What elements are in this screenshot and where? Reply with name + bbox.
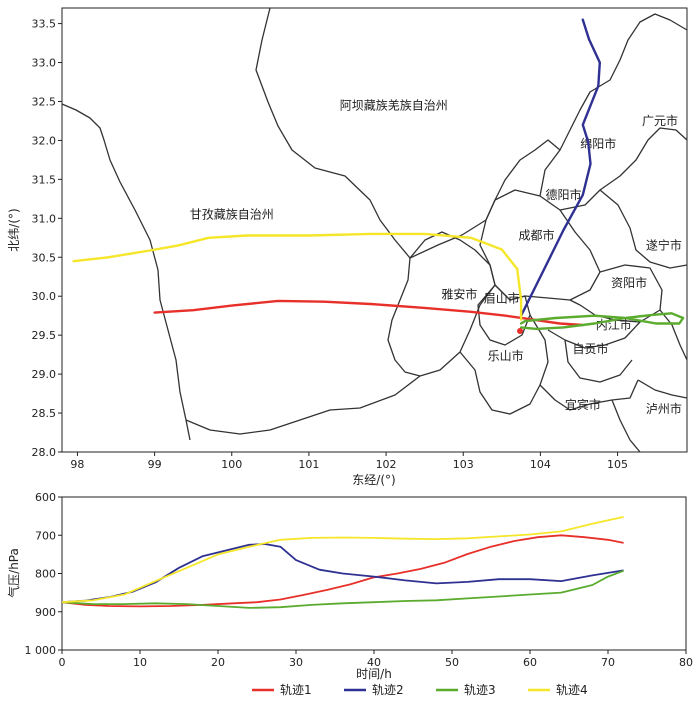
map-ytick-label: 31.0: [32, 212, 57, 225]
region-label: 雅安市: [441, 287, 477, 302]
map-ylabel: 北纬/(°): [7, 208, 21, 251]
pressure-ytick-label: 900: [35, 606, 56, 619]
pressure-xtick-label: 20: [211, 656, 225, 669]
map-ytick-label: 28.5: [32, 407, 57, 420]
pressure-ytick-label: 700: [35, 529, 56, 542]
pressure-ytick-label: 800: [35, 568, 56, 581]
region-label: 绵阳市: [580, 136, 616, 151]
map-xtick-label: 103: [453, 458, 474, 471]
border-aba-ganzi: [61, 103, 191, 441]
pressure-ylabel: 气压/hPa: [6, 548, 21, 598]
region-label: 甘孜藏族自治州: [190, 207, 274, 221]
legend-label-1: 轨迹1: [280, 683, 312, 697]
pressure-ytick-label: 600: [35, 491, 56, 504]
pressure-frame: [61, 496, 687, 651]
trajectory-map: 98 99 100 101 102 103 104 105 28.0 28.5 29.0 29.5 30…: [7, 7, 688, 487]
border-mianyang-guangyuan: [599, 127, 688, 191]
map-ytick-label: 33.5: [32, 18, 57, 31]
map-xtick-label: 100: [221, 458, 242, 471]
map-xtick-label: 104: [530, 458, 551, 471]
border-neijiang-zigong: [547, 321, 641, 383]
map-ticks: 98 99 100 101 102 103 104 105 28.0 28.5 29.0 29.5 30…: [32, 18, 629, 471]
region-label: 乐山市: [488, 348, 524, 363]
border-southeast: [637, 309, 688, 399]
pressure-ytick-label: 1 000: [25, 644, 57, 657]
region-label: 广元市: [642, 113, 678, 128]
legend-label-3: 轨迹3: [464, 683, 496, 697]
map-ytick-label: 28.0: [32, 446, 57, 459]
map-xlabel: 东经/(°): [352, 473, 395, 487]
pressure-xtick-label: 10: [133, 656, 147, 669]
border-yibin-luzhou: [539, 379, 641, 453]
border-leshan: [459, 314, 549, 415]
region-label: 资阳市: [611, 275, 647, 290]
map-xtick-label: 98: [70, 458, 84, 471]
pressure-xlabel: 时间/h: [356, 667, 392, 681]
province-borders: [61, 7, 688, 453]
pressure-lines: [61, 516, 624, 609]
pressure-line-4: [61, 516, 624, 604]
map-track-2: [519, 18, 601, 317]
pressure-xtick-label: 30: [289, 656, 303, 669]
release-point: [517, 328, 523, 334]
pressure-xtick-label: 70: [601, 656, 615, 669]
map-track-3: [519, 312, 685, 331]
border-aba-east: [409, 139, 561, 259]
region-label: 阿坝藏族羌族自治州: [340, 98, 448, 112]
pressure-xtick-label: 0: [59, 656, 66, 669]
legend: 轨迹1 轨迹2 轨迹3 轨迹4: [252, 683, 588, 697]
map-ytick-label: 29.0: [32, 368, 57, 381]
map-ytick-label: 30.5: [32, 251, 57, 264]
pressure-ticks: 0 10 20 30 40 50 60 70 80 600 700 800 900 1 000: [25, 491, 694, 669]
region-label: 自贡市: [573, 341, 609, 356]
map-frame: [61, 7, 688, 453]
map-ytick-label: 33.0: [32, 57, 57, 70]
region-label: 泸州市: [646, 401, 682, 416]
region-label: 宜宾市: [565, 397, 601, 412]
pressure-line-2: [61, 543, 624, 604]
pressure-xtick-label: 50: [445, 656, 459, 669]
pressure-line-1: [61, 534, 624, 608]
border-ganzi-sichuan-north: [255, 7, 411, 259]
legend-label-4: 轨迹4: [556, 683, 588, 697]
border-deyang-east: [559, 189, 688, 269]
region-label: 德阳市: [546, 187, 582, 202]
border-south: [185, 375, 421, 435]
map-ytick-label: 29.5: [32, 329, 57, 342]
map-ytick-label: 31.5: [32, 173, 57, 186]
map-ytick-label: 32.5: [32, 95, 57, 108]
border-meishan: [477, 284, 531, 346]
pressure-xtick-label: 80: [679, 656, 693, 669]
map-ytick-label: 32.0: [32, 134, 57, 147]
map-track-4: [72, 232, 523, 321]
map-xtick-label: 105: [607, 458, 628, 471]
map-xtick-label: 102: [376, 458, 397, 471]
map-ytick-label: 30.0: [32, 290, 57, 303]
region-label: 眉山市: [484, 290, 520, 305]
pressure-line-3: [61, 569, 624, 609]
region-label: 成都市: [519, 227, 555, 242]
map-xtick-label: 99: [148, 458, 162, 471]
legend-label-2: 轨迹2: [372, 683, 404, 697]
map-xtick-label: 101: [298, 458, 319, 471]
map-trajectories: [72, 18, 685, 331]
pressure-xtick-label: 40: [367, 656, 381, 669]
region-label: 遂宁市: [646, 237, 682, 252]
pressure-xtick-label: 60: [523, 656, 537, 669]
